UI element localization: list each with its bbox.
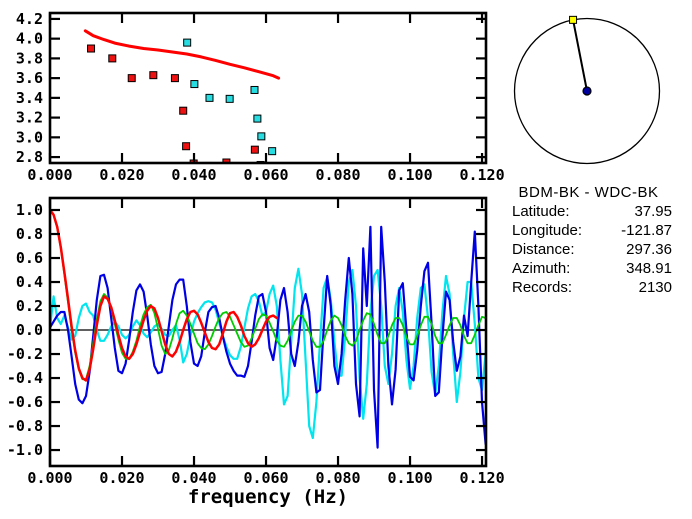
x-tick-label: 0.080 [315, 166, 360, 184]
x-tick-label: 0.100 [387, 166, 432, 184]
x-tick-label: 0.000 [27, 469, 72, 487]
data-point-square[interactable] [179, 106, 188, 115]
data-point-square[interactable] [170, 74, 179, 83]
info-row-value: -121.87 [621, 222, 672, 239]
info-row-label: Longitude: [512, 222, 583, 239]
y-tick-label: 2.8 [16, 148, 43, 166]
station-info-panel: BDM-BK - WDC-BK Latitude: 37.95 Longitude:… [505, 183, 672, 297]
series-reference-dispersion-curve [83, 29, 281, 80]
info-row-value: 37.95 [634, 203, 672, 220]
y-tick-label: 0.8 [16, 225, 43, 243]
data-point-square[interactable] [149, 71, 158, 80]
y-tick-label: 4.0 [16, 30, 43, 48]
azimuth-dial [513, 15, 661, 165]
info-row-value: 348.91 [626, 260, 672, 277]
y-tick-label: 1.0 [16, 201, 43, 219]
x-tick-label: 0.120 [459, 166, 504, 184]
data-point-square[interactable] [183, 38, 192, 47]
data-point-square[interactable] [225, 94, 234, 103]
series-spectrum-green [50, 209, 486, 381]
x-tick-label: 0.120 [459, 469, 504, 487]
series-spectrum-blue [50, 225, 486, 449]
x-tick-label: 0.100 [387, 469, 432, 487]
data-point-square[interactable] [253, 114, 262, 123]
data-point-square[interactable] [250, 85, 259, 94]
data-point-square[interactable] [108, 54, 117, 63]
info-row-value: 2130 [638, 279, 672, 296]
azimuth-end-marker [569, 15, 578, 24]
series-picked-points-cyan[interactable] [183, 38, 277, 156]
data-point-square[interactable] [268, 147, 277, 156]
y-tick-label: 0.2 [16, 297, 43, 315]
y-tick-label: 3.0 [16, 128, 43, 146]
y-tick-label: -0.8 [7, 417, 43, 435]
info-row: Distance: 297.36 [505, 240, 672, 259]
data-point-square[interactable] [257, 132, 266, 141]
data-point-square[interactable] [87, 44, 96, 53]
y-tick-label: 3.8 [16, 49, 43, 67]
data-point-square[interactable] [190, 80, 199, 89]
info-row-label: Records: [512, 279, 573, 296]
x-tick-label: 0.040 [171, 469, 216, 487]
y-tick-label: 3.4 [16, 89, 43, 107]
info-row-value: 297.36 [626, 241, 672, 258]
x-tick-label: 0.060 [243, 166, 288, 184]
axis-ticks [48, 13, 486, 163]
info-row-label: Latitude: [512, 203, 570, 220]
y-tick-label: -0.4 [7, 369, 43, 387]
x-axis-title: frequency (Hz) [188, 486, 348, 508]
azimuth-circle [513, 17, 661, 165]
y-tick-label: 0.4 [16, 273, 43, 291]
y-tick-label: 4.2 [16, 10, 43, 28]
azimuth-pointer-line [572, 19, 588, 92]
y-tick-label: -0.2 [7, 345, 43, 363]
y-tick-label: 0.0 [16, 321, 43, 339]
info-row: Longitude: -121.87 [505, 221, 672, 240]
info-row: Azimuth: 348.91 [505, 259, 672, 278]
station-pair-title: BDM-BK - WDC-BK [518, 184, 659, 201]
x-tick-label: 0.060 [243, 469, 288, 487]
y-tick-label: 0.6 [16, 249, 43, 267]
series-spectrum-cyan [50, 267, 486, 440]
station-center-dot [582, 86, 592, 96]
x-tick-label: 0.040 [171, 166, 216, 184]
y-tick-label: -0.6 [7, 393, 43, 411]
x-tick-label: 0.020 [99, 469, 144, 487]
x-tick-label: 0.000 [27, 166, 72, 184]
y-tick-label: 3.6 [16, 69, 43, 87]
plot-frame [48, 196, 488, 468]
data-point-square[interactable] [182, 142, 191, 151]
info-rows: Latitude: 37.95 Longitude: -121.87 Distance:… [505, 202, 672, 297]
dispersion-plot[interactable]: 0.000 0.020 0.040 0.060 0.080 0.100 0.120 2.8 3.… [16, 10, 505, 184]
axis-ticks [48, 198, 486, 466]
data-point-square[interactable] [205, 93, 214, 102]
plot-frame [48, 11, 488, 165]
info-row: Latitude: 37.95 [505, 202, 672, 221]
series-spectrum-red [50, 208, 279, 382]
info-row-label: Distance: [512, 241, 575, 258]
series-picked-points-red[interactable] [87, 44, 265, 169]
x-tick-label: 0.020 [99, 166, 144, 184]
correlation-spectra-plot[interactable]: 0.000 0.020 0.040 0.060 0.080 0.100 0.120 -1.0 -… [7, 196, 505, 508]
x-tick-label: 0.080 [315, 469, 360, 487]
y-tick-label: 3.2 [16, 109, 43, 127]
data-point-square[interactable] [127, 74, 136, 83]
data-point-square[interactable] [250, 145, 259, 154]
info-row: Records: 2130 [505, 278, 672, 297]
y-tick-label: -1.0 [7, 441, 43, 459]
info-row-label: Azimuth: [512, 260, 571, 277]
